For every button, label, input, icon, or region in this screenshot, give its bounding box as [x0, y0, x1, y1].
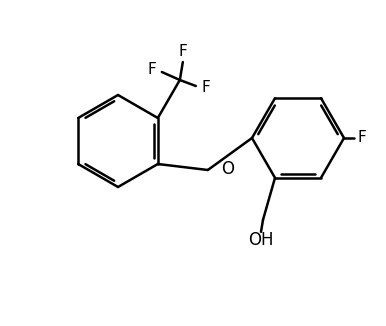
Text: F: F: [147, 63, 156, 78]
Text: F: F: [357, 130, 366, 145]
Text: OH: OH: [248, 231, 274, 249]
Text: F: F: [201, 81, 210, 96]
Text: O: O: [221, 160, 234, 178]
Text: F: F: [178, 45, 187, 60]
